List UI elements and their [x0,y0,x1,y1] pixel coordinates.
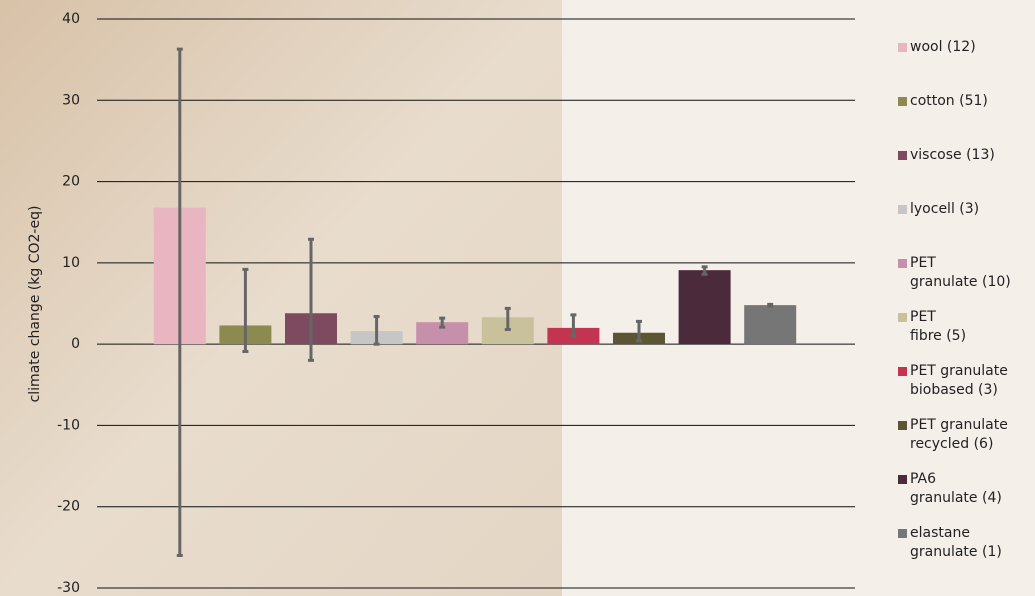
bar [744,305,796,344]
legend-label: PET granulate recycled (6) [910,416,1008,454]
legend-label: elastane granulate (1) [910,524,1002,562]
legend-item: PET granulate recycled (6) [898,416,1008,454]
plot: climate change (kg CO2-eq) -30 -20 -10 0 10 2… [0,0,1035,596]
legend-label: wool (12) [910,38,976,57]
legend-label: viscose (13) [910,146,995,165]
legend-swatch [898,259,907,268]
y-axis-label: climate change (kg CO2-eq) [27,206,43,403]
legend-swatch [898,43,907,52]
y-tick-label: -10 [57,417,80,433]
legend-label: cotton (51) [910,92,988,111]
legend-item: viscose (13) [898,146,995,165]
legend-swatch [898,475,907,484]
y-tick-label: 0 [71,336,80,352]
legend-item: wool (12) [898,38,976,57]
y-tick-label: 40 [62,11,80,27]
legend-swatch [898,151,907,160]
legend-item: PET granulate (10) [898,254,1011,292]
legend-item: elastane granulate (1) [898,524,1002,562]
legend-swatch [898,97,907,106]
legend-swatch [898,529,907,538]
legend-swatch [898,367,907,376]
legend-item: lyocell (3) [898,200,979,219]
legend-item: PA6 granulate (4) [898,470,1002,508]
bar [679,270,731,344]
legend-label: PET fibre (5) [910,308,966,346]
legend-swatch [898,205,907,214]
legend-swatch [898,421,907,430]
legend-label: PET granulate (10) [910,254,1011,292]
legend-item: cotton (51) [898,92,988,111]
legend-label: PA6 granulate (4) [910,470,1002,508]
legend-swatch [898,313,907,322]
y-tick-label: -30 [57,580,80,596]
y-tick-label: 20 [62,174,80,190]
legend-item: PET granulate biobased (3) [898,362,1008,400]
legend-label: lyocell (3) [910,200,979,219]
y-tick-label: 10 [62,255,80,271]
error-bar [767,304,773,306]
legend-label: PET granulate biobased (3) [910,362,1008,400]
y-tick-label: 30 [62,92,80,108]
chart: climate change (kg CO2-eq) -30 -20 -10 0 10 2… [0,0,1035,596]
y-tick-label: -20 [57,499,80,515]
legend-item: PET fibre (5) [898,308,966,346]
